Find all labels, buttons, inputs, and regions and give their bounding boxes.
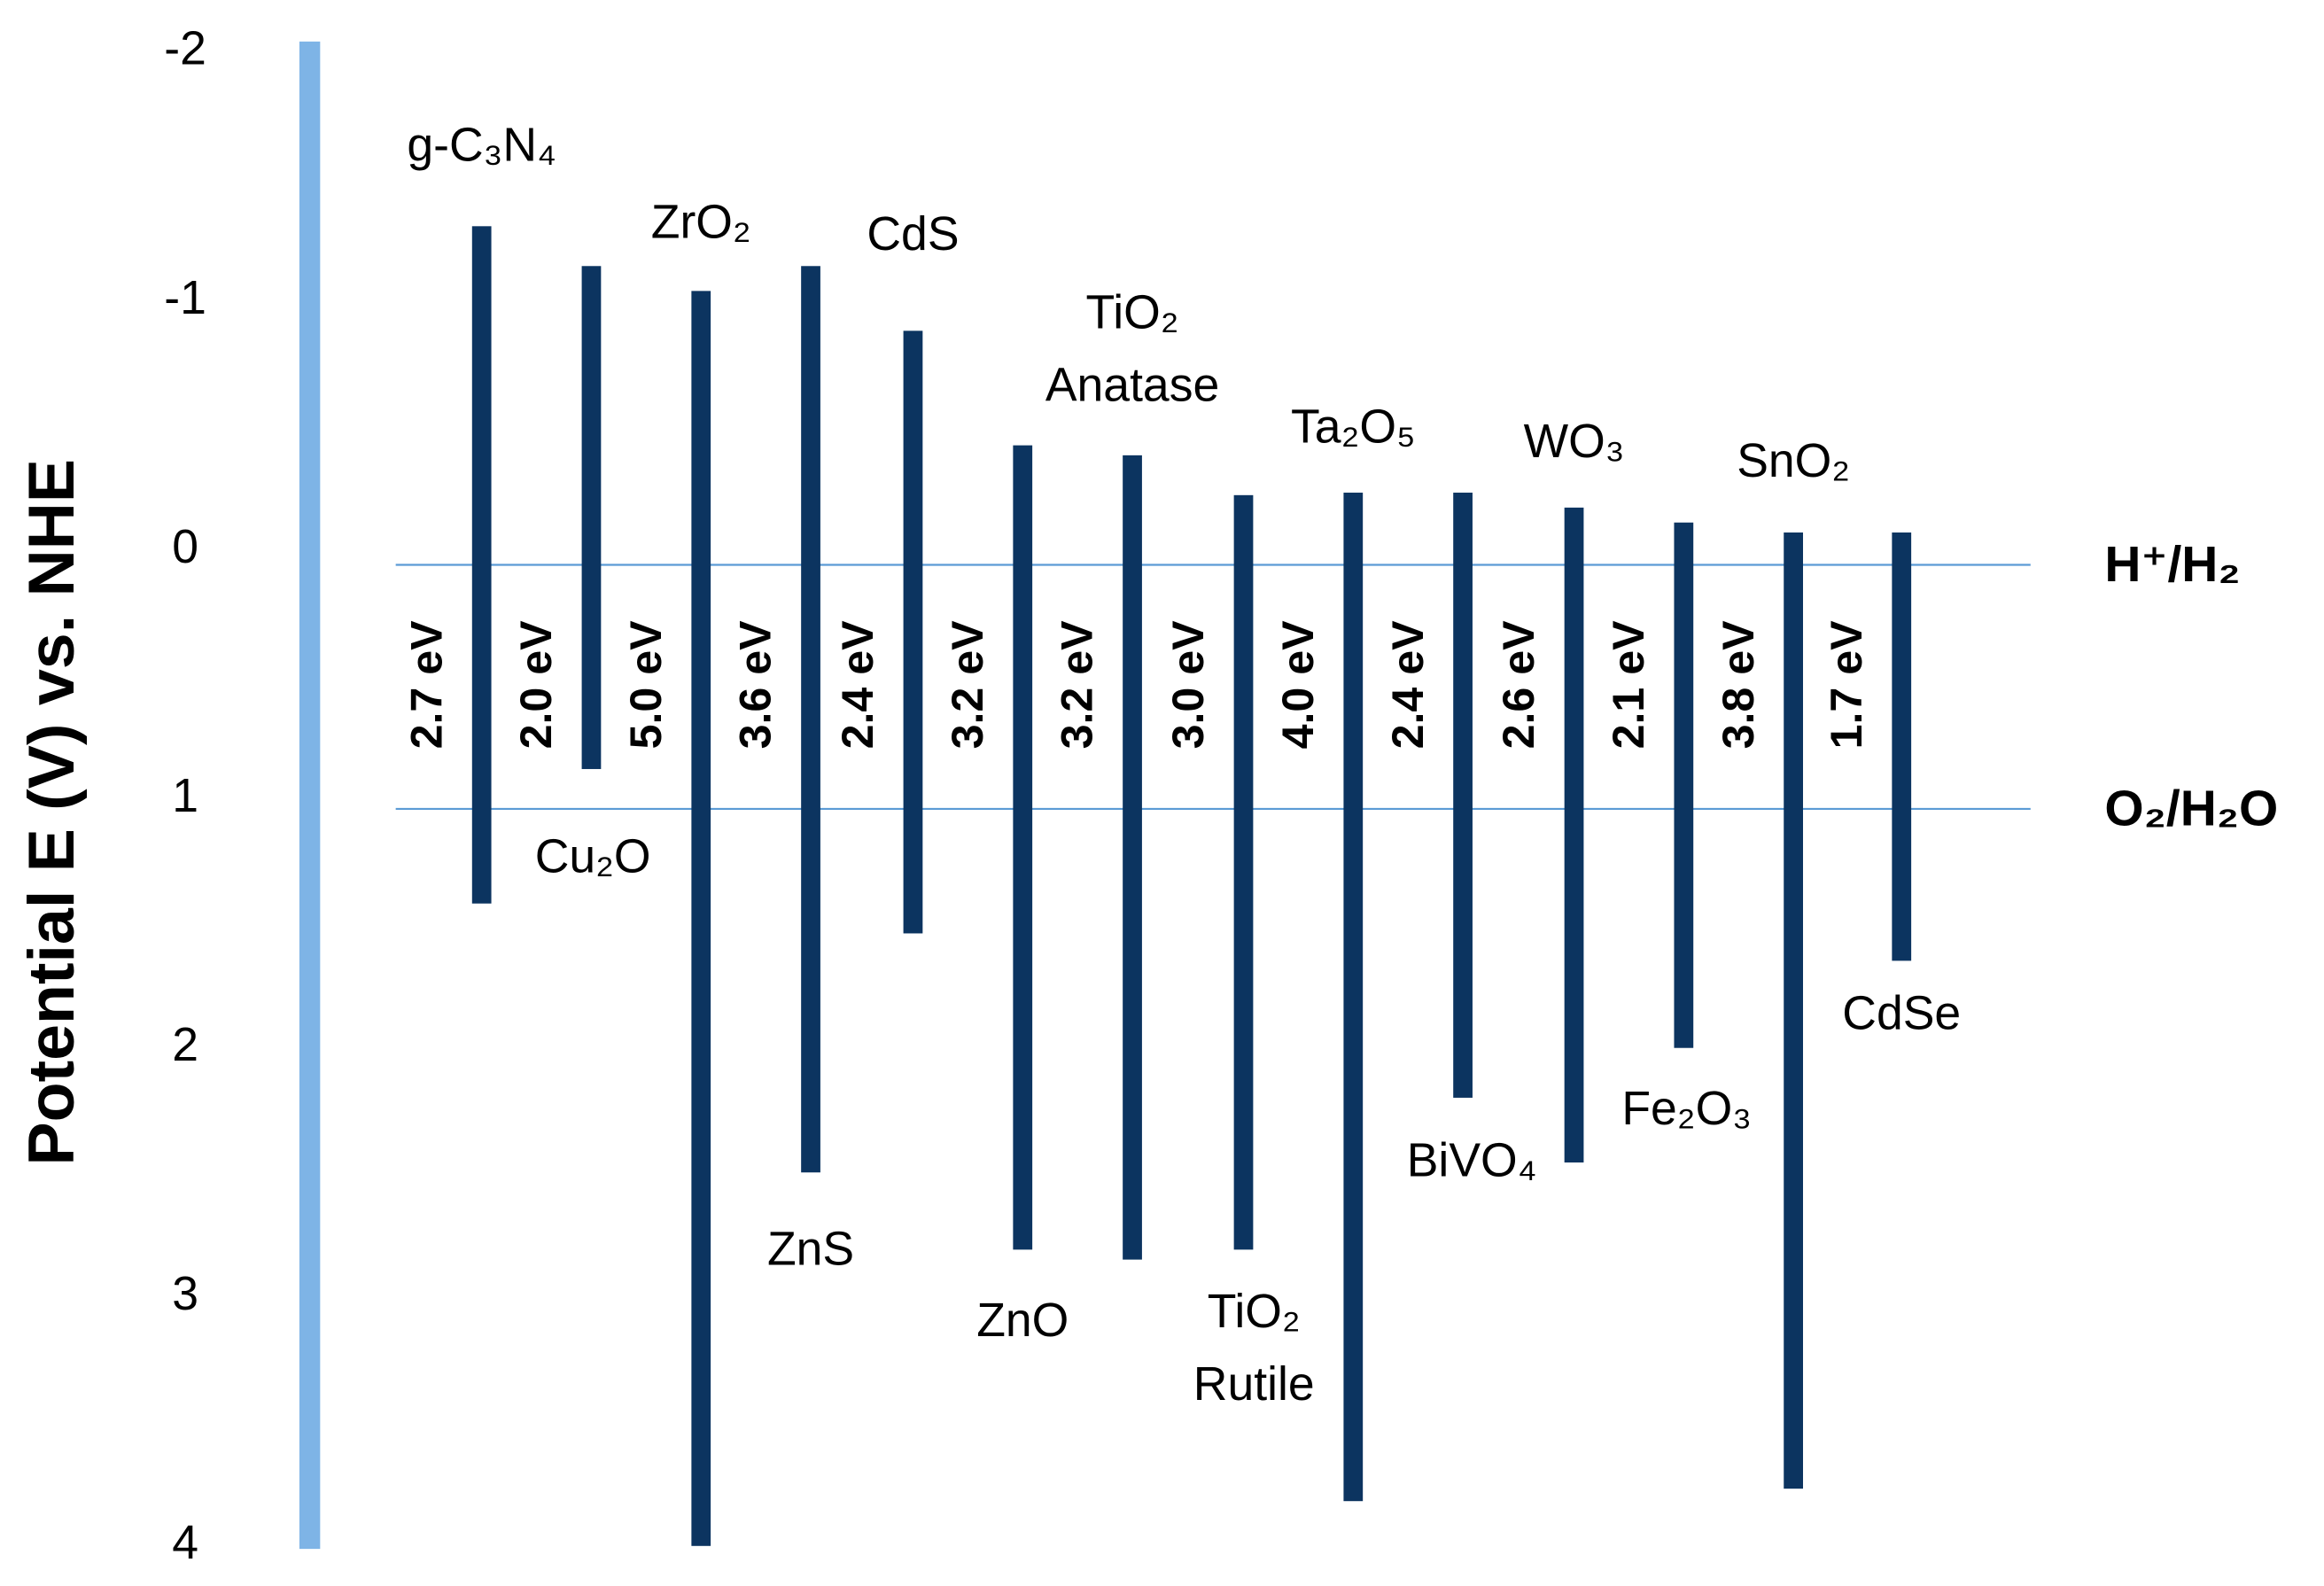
material-label: TiO₂ xyxy=(1208,1286,1301,1338)
band-gap-label: 3.2 eV xyxy=(1053,620,1102,750)
material-label: SnO₂ xyxy=(1737,435,1850,487)
band-bar xyxy=(471,226,492,904)
band-gap-label: 2.6 eV xyxy=(1494,620,1543,750)
band-bar xyxy=(1123,455,1142,1260)
y-tick-label: 3 xyxy=(172,1268,198,1320)
band-bar xyxy=(1343,493,1364,1502)
material-label: BiVO₄ xyxy=(1407,1134,1537,1186)
band-gap-label: 3.0 eV xyxy=(1163,620,1213,750)
material-label: CdS xyxy=(867,208,959,260)
material-label: Anatase xyxy=(1045,359,1219,411)
y-tick-label: 4 xyxy=(172,1517,198,1569)
material-label: ZrO₂ xyxy=(651,196,751,248)
band-bar xyxy=(903,330,923,934)
material-label: WO₃ xyxy=(1524,416,1625,468)
band-bar xyxy=(801,266,820,1173)
material-label: Cu₂O xyxy=(535,830,651,882)
y-tick-label: -2 xyxy=(164,23,206,75)
band-bar xyxy=(1892,532,1912,961)
material-label: TiO₂ xyxy=(1086,286,1179,338)
band-bar xyxy=(1453,493,1473,1098)
material-label: Ta₂O₅ xyxy=(1291,400,1415,453)
reference-label: O₂/H₂O xyxy=(2104,781,2278,836)
band-bar xyxy=(1233,494,1254,1250)
band-gap-label: 2.4 eV xyxy=(833,620,882,750)
band-gap-label: 3.6 eV xyxy=(731,620,781,750)
material-label: ZnO xyxy=(976,1294,1069,1347)
band-gap-label: 3.2 eV xyxy=(943,620,992,750)
material-label: Rutile xyxy=(1193,1358,1315,1411)
y-tick-label: -1 xyxy=(164,272,206,324)
material-label: CdSe xyxy=(1842,988,1961,1040)
band-gap-label: 2.7 eV xyxy=(401,620,451,750)
y-tick-label: 1 xyxy=(172,770,198,822)
material-label: g-C₃N₄ xyxy=(407,119,556,171)
material-label: Fe₂O₃ xyxy=(1621,1083,1752,1135)
material-label: ZnS xyxy=(767,1224,854,1276)
y-tick-label: 0 xyxy=(172,521,198,573)
band-bar xyxy=(1564,507,1584,1163)
band-bar xyxy=(691,291,711,1546)
reference-label: H⁺/H₂ xyxy=(2104,537,2240,593)
band-bar xyxy=(1784,532,1803,1489)
band-gap-label: 2.4 eV xyxy=(1383,620,1433,750)
band-gap-label: 2.1 eV xyxy=(1604,620,1653,750)
band-gap-label: 4.0 eV xyxy=(1273,620,1323,750)
band-gap-label: 1.7 eV xyxy=(1822,620,1871,750)
band-gap-label: 5.0 eV xyxy=(621,620,671,750)
band-bar xyxy=(581,266,602,769)
band-gap-label: 2.0 eV xyxy=(511,620,561,750)
band-gap-label: 3.8 eV xyxy=(1714,620,1763,750)
y-tick-label: 2 xyxy=(172,1019,198,1071)
band-bar xyxy=(1674,522,1694,1048)
y-axis-title: Potential E (V) vs. NHE xyxy=(14,459,88,1165)
band-bar xyxy=(1013,445,1033,1250)
